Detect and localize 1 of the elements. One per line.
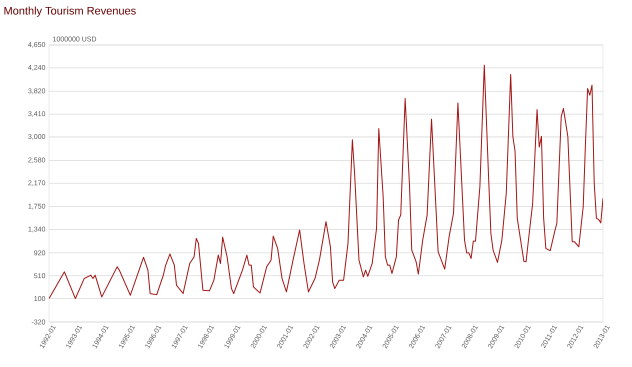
chart-title: Monthly Tourism Revenues — [4, 6, 136, 17]
